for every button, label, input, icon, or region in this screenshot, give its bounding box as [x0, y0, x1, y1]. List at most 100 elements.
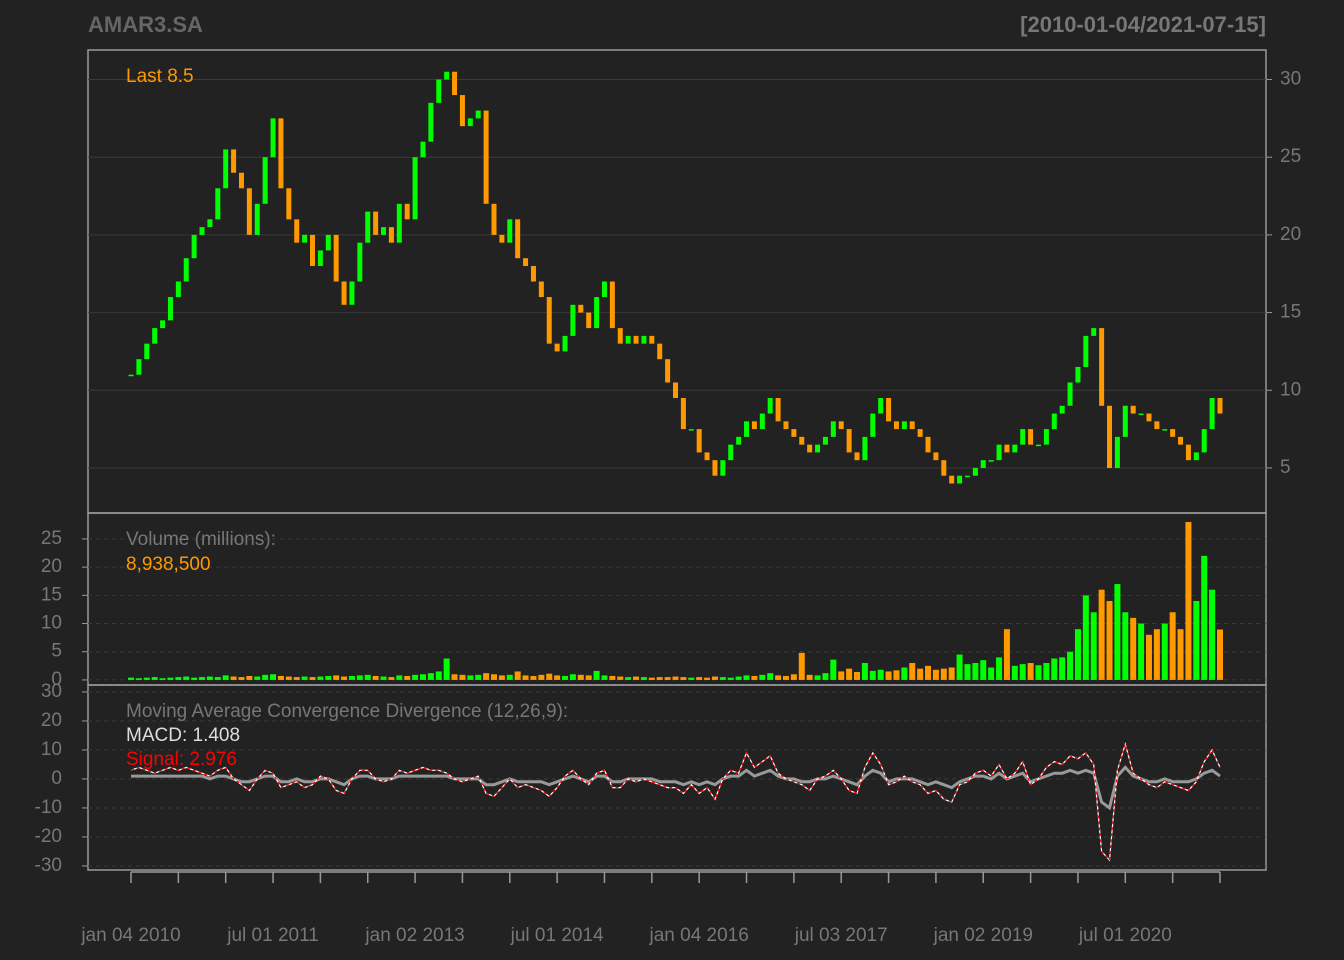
candle	[310, 234, 315, 266]
candle	[152, 328, 158, 344]
volume-bar	[514, 671, 521, 680]
volume-bar	[932, 669, 939, 680]
x-tick-label: jul 01 2020	[1078, 925, 1172, 946]
volume-bar	[388, 677, 395, 680]
volume-bar	[498, 675, 505, 680]
volume-bar	[585, 675, 592, 680]
volume-bar	[1082, 595, 1089, 680]
volume-bar	[562, 675, 569, 680]
candle	[815, 444, 821, 453]
y-tick-label: 0	[51, 669, 62, 690]
candle	[1154, 421, 1160, 430]
volume-bar	[183, 676, 190, 680]
candle	[807, 444, 813, 453]
candle	[1193, 452, 1199, 461]
volume-bar	[830, 659, 837, 680]
y-tick-label: 30	[41, 681, 62, 702]
candle	[1004, 444, 1010, 453]
volume-bar	[143, 677, 150, 680]
candle	[791, 429, 797, 437]
volume-bar	[419, 674, 426, 680]
candle	[215, 188, 221, 220]
candle	[294, 219, 300, 243]
candle	[507, 219, 513, 243]
volume-bar	[617, 676, 624, 680]
volume-bar	[1074, 629, 1081, 680]
volume-bar	[135, 678, 142, 680]
volume-bar	[696, 677, 703, 680]
volume-bar	[822, 673, 829, 680]
volume-bar	[206, 676, 213, 680]
volume-bar	[704, 677, 711, 680]
candle	[144, 343, 150, 360]
volume-bar	[199, 677, 206, 680]
candle	[175, 281, 181, 298]
candle	[775, 398, 781, 422]
y-tick-label: 10	[41, 739, 62, 760]
candle	[704, 452, 710, 461]
candle	[262, 157, 268, 204]
candle	[1201, 429, 1207, 453]
last-price: Last 8.5	[126, 66, 194, 87]
volume-bar	[569, 674, 576, 680]
candle	[594, 297, 600, 329]
candle	[933, 452, 939, 461]
volume-bar	[1185, 522, 1192, 680]
candle	[1209, 398, 1215, 430]
candle	[870, 413, 876, 437]
candle	[633, 335, 639, 344]
volume-bar	[277, 675, 284, 680]
volume-bar	[151, 677, 158, 680]
x-tick-label: jan 04 2010	[80, 925, 180, 946]
candle	[404, 203, 410, 220]
volume-bar	[656, 677, 663, 680]
candle	[767, 398, 773, 414]
candle	[862, 436, 868, 461]
volume-bar	[909, 663, 916, 680]
volume-bar	[341, 676, 348, 680]
candle	[483, 110, 489, 204]
candle	[1130, 405, 1136, 414]
volume-bar	[293, 677, 300, 680]
candle	[183, 258, 189, 282]
volume-bar	[396, 675, 403, 680]
candle	[736, 436, 742, 445]
y-tick-label: 20	[41, 556, 62, 577]
volume-bar	[1193, 600, 1200, 680]
candle	[136, 359, 142, 375]
candle	[207, 219, 213, 228]
candle	[515, 219, 521, 259]
volume-bar	[443, 658, 450, 680]
candle	[1059, 405, 1065, 414]
candle	[475, 110, 481, 119]
volume-bar	[1043, 663, 1050, 680]
volume-bar	[301, 676, 308, 680]
candle	[822, 436, 828, 445]
candle	[562, 335, 568, 352]
panel	[87, 684, 1267, 871]
x-tick-label: jul 01 2014	[510, 925, 604, 946]
volume-bar	[901, 667, 908, 680]
volume-bar	[270, 674, 277, 680]
candle	[878, 398, 884, 414]
candle	[893, 421, 899, 430]
candle	[972, 467, 978, 476]
y-tick-label: 5	[51, 641, 62, 662]
candle	[1178, 436, 1184, 445]
volume-last: 8,938,500	[126, 554, 211, 575]
candle	[459, 95, 465, 127]
volume-bar	[1130, 617, 1137, 680]
y-tick-label: -10	[35, 797, 62, 818]
candle	[491, 203, 497, 235]
candle	[1012, 444, 1018, 453]
candle	[1138, 413, 1144, 416]
candle	[1020, 429, 1026, 445]
x-tick-label: jan 02 2013	[364, 925, 464, 946]
y-tick-label: 25	[1280, 146, 1301, 167]
candle	[286, 188, 292, 220]
volume-bar	[1169, 612, 1176, 680]
candle	[570, 304, 576, 336]
candle	[744, 421, 750, 437]
candle	[412, 157, 418, 220]
volume-bar	[459, 674, 466, 680]
